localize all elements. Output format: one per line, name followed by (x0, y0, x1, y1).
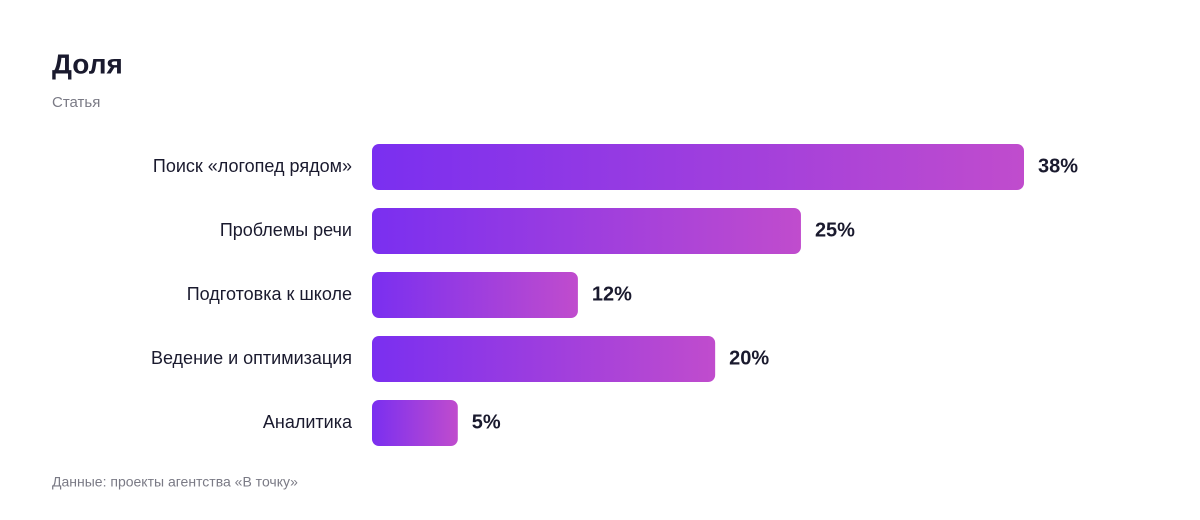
value-label: 20% (729, 347, 769, 369)
bar (372, 144, 1024, 190)
bar (372, 400, 458, 446)
value-label: 5% (472, 411, 501, 433)
chart-title: Доля (52, 48, 123, 79)
category-label: Проблемы речи (220, 220, 352, 240)
category-label: Подготовка к школе (187, 284, 352, 304)
category-label: Аналитика (263, 412, 353, 432)
source-note: Данные: проекты агентства «В точку» (52, 474, 298, 490)
value-label: 12% (592, 283, 632, 305)
bar (372, 272, 578, 318)
bar (372, 208, 801, 254)
category-label: Поиск «логопед рядом» (153, 156, 352, 176)
value-label: 25% (815, 219, 855, 241)
value-label: 38% (1038, 155, 1078, 177)
bar (372, 336, 716, 382)
category-label: Ведение и оптимизация (151, 348, 352, 368)
chart-subtitle: Статья (52, 94, 100, 111)
